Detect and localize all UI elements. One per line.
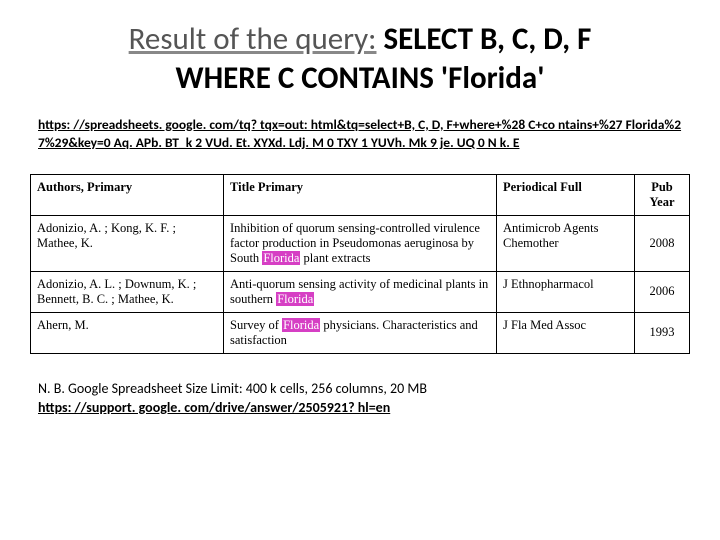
footnote-text: N. B. Google Spreadsheet Size Limit: 400…: [38, 380, 682, 399]
highlight-term: Florida: [282, 318, 320, 332]
query-url[interactable]: https: //spreadsheets. google. com/tq? t…: [38, 116, 682, 152]
results-table: Authors, Primary Title Primary Periodica…: [30, 174, 690, 354]
cell-periodical: Antimicrob Agents Chemother: [497, 215, 635, 271]
cell-authors: Ahern, M.: [31, 312, 224, 353]
cell-year: 1993: [635, 312, 690, 353]
table-row: Adonizio, A. ; Kong, K. F. ; Mathee, K.I…: [31, 215, 690, 271]
title-query-2: WHERE C CONTAINS 'Florida': [176, 59, 545, 97]
cell-periodical: J Ethnopharmacol: [497, 271, 635, 312]
table-row: Adonizio, A. L. ; Downum, K. ; Bennett, …: [31, 271, 690, 312]
cell-periodical: J Fla Med Assoc: [497, 312, 635, 353]
cell-title: Anti-quorum sensing activity of medicina…: [224, 271, 497, 312]
cell-year: 2008: [635, 215, 690, 271]
highlight-term: Florida: [276, 292, 314, 306]
col-authors: Authors, Primary: [31, 174, 224, 215]
footnote-link[interactable]: https: //support. google. com/drive/answ…: [38, 399, 682, 418]
cell-authors: Adonizio, A. ; Kong, K. F. ; Mathee, K.: [31, 215, 224, 271]
page-title: Result of the query: SELECT B, C, D, F W…: [30, 20, 690, 98]
col-title: Title Primary: [224, 174, 497, 215]
footnote: N. B. Google Spreadsheet Size Limit: 400…: [30, 380, 690, 418]
cell-year: 2006: [635, 271, 690, 312]
table-header-row: Authors, Primary Title Primary Periodica…: [31, 174, 690, 215]
title-query-1: SELECT B, C, D, F: [376, 20, 591, 58]
col-year: Pub Year: [635, 174, 690, 215]
table-row: Ahern, M.Survey of Florida physicians. C…: [31, 312, 690, 353]
cell-title: Inhibition of quorum sensing-controlled …: [224, 215, 497, 271]
cell-authors: Adonizio, A. L. ; Downum, K. ; Bennett, …: [31, 271, 224, 312]
highlight-term: Florida: [262, 251, 300, 265]
cell-title: Survey of Florida physicians. Characteri…: [224, 312, 497, 353]
title-prefix: Result of the query:: [129, 20, 377, 58]
col-periodical: Periodical Full: [497, 174, 635, 215]
